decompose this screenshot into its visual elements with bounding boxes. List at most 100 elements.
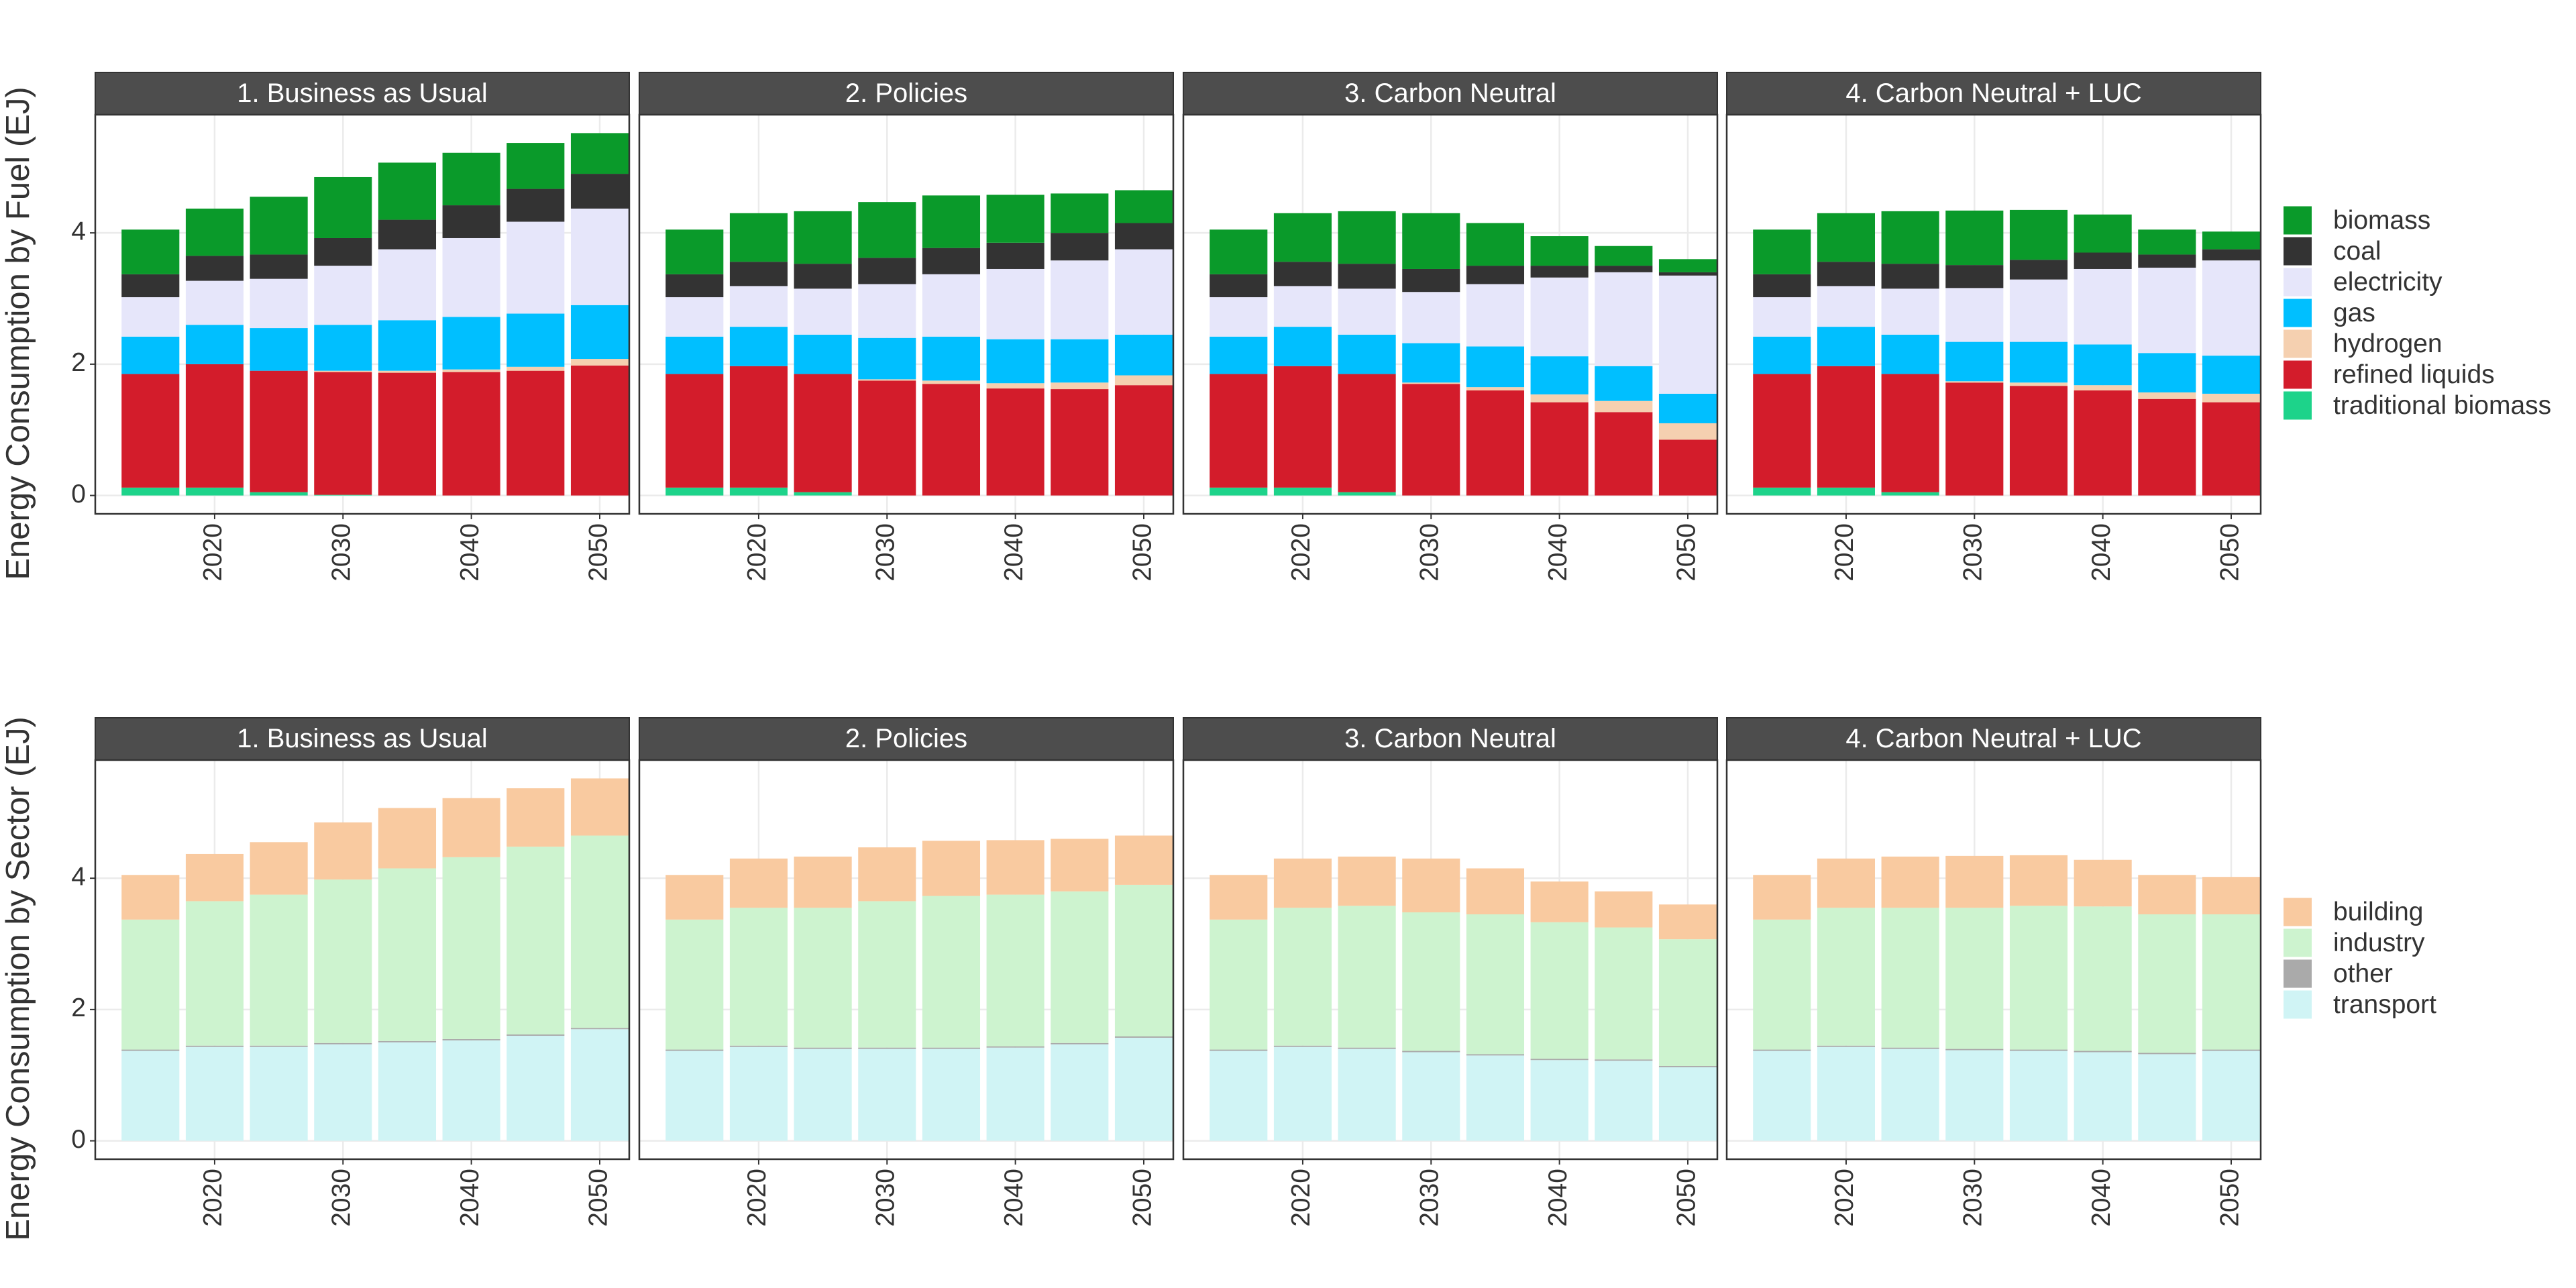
bar-segment	[729, 366, 788, 488]
bar-segment	[665, 1051, 724, 1141]
bar-segment	[1210, 1049, 1268, 1051]
bar-segment	[2202, 1049, 2261, 1051]
x-tick-label: 2030	[1415, 1169, 1444, 1227]
bar-segment	[378, 372, 437, 496]
bar-segment	[570, 778, 629, 836]
bar-segment	[986, 339, 1044, 384]
panel-border	[94, 113, 631, 515]
bar-segment	[794, 856, 852, 908]
x-tick-label: 2040	[1544, 1169, 1572, 1227]
bar-segment	[922, 841, 981, 896]
bar-segment	[1658, 1066, 1717, 1067]
bar-segment	[1466, 284, 1525, 347]
bar-segment	[2074, 344, 2132, 386]
bar-segment	[1210, 274, 1268, 298]
bar-segment	[1817, 487, 1876, 496]
bar-segment	[1753, 919, 1811, 1050]
y-tick-label: 2	[71, 348, 86, 377]
bar-segment	[1753, 1051, 1811, 1141]
bar-segment	[794, 334, 852, 374]
bar-segment	[986, 195, 1044, 243]
facet-title: 3. Carbon Neutral	[1344, 724, 1556, 753]
bar-segment	[570, 835, 629, 1028]
x-tick-label: 2030	[327, 523, 356, 582]
bar-segment	[121, 1049, 180, 1051]
bar-segment	[729, 908, 788, 1046]
bar-segment	[1658, 1067, 1717, 1141]
bar-segment	[1817, 366, 1876, 488]
bar-segment	[506, 1036, 565, 1141]
bar-segment	[570, 208, 629, 305]
bar-segment	[1945, 341, 2004, 382]
bar-segment	[922, 1047, 981, 1049]
bar-segment	[121, 229, 180, 274]
bar-segment	[1402, 912, 1460, 1051]
strip	[639, 717, 1174, 761]
bar-segment	[1273, 858, 1332, 908]
panel-border	[638, 759, 1175, 1161]
bar-segment	[2074, 1052, 2132, 1141]
bar-segment	[185, 853, 244, 902]
legend-label: hydrogen	[2333, 329, 2443, 358]
bar-segment	[506, 847, 565, 1035]
bar-segment	[858, 258, 916, 284]
bar-segment	[2202, 402, 2261, 496]
bar-segment	[506, 143, 565, 189]
bar-segment	[1881, 211, 1939, 264]
bar-segment	[1114, 884, 1173, 1036]
bar-segment	[250, 278, 308, 329]
bar-segment	[1273, 286, 1332, 327]
bar-segment	[1881, 492, 1939, 496]
bar-segment	[1945, 265, 2004, 288]
x-tick-label: 2050	[584, 523, 612, 582]
bar-segment	[2202, 260, 2261, 356]
bar-segment	[378, 219, 437, 250]
legend-key	[2284, 959, 2312, 988]
bar-segment	[2009, 279, 2068, 342]
bar-segment	[121, 487, 180, 496]
x-tick-label: 2030	[327, 1169, 356, 1227]
bar-segment	[1114, 375, 1173, 386]
strip	[95, 72, 630, 115]
bar-segment	[1466, 1054, 1525, 1056]
legend-key	[2284, 898, 2312, 926]
facet-title: 2. Policies	[845, 724, 967, 753]
bar-segment	[570, 359, 629, 366]
bar-segment	[1945, 381, 2004, 383]
x-tick-label: 2040	[455, 1169, 484, 1227]
bar-segment	[1466, 223, 1525, 266]
y-axis-label: Energy Consumption by Sector (EJ)	[0, 716, 36, 1241]
bar-segment	[2009, 386, 2068, 496]
bar-segment	[1210, 297, 1268, 337]
bar-segment	[1753, 336, 1811, 374]
bar-segment	[121, 1051, 180, 1141]
bar-segment	[314, 176, 372, 238]
bar-segment	[314, 1042, 372, 1044]
bar-segment	[1530, 1060, 1589, 1141]
bar-segment	[1210, 487, 1268, 496]
x-tick-label: 2020	[743, 523, 771, 582]
bar-segment	[729, 858, 788, 908]
bar-segment	[1210, 229, 1268, 274]
bar-segment	[1881, 1047, 1939, 1049]
bar-segment	[506, 1034, 565, 1036]
bar-segment	[858, 1047, 916, 1049]
bar-segment	[1402, 382, 1460, 384]
bar-segment	[858, 1049, 916, 1141]
bar-segment	[794, 1049, 852, 1141]
bar-segment	[1658, 259, 1717, 272]
bar-segment	[1530, 277, 1589, 357]
panel-border	[638, 113, 1175, 515]
bar-segment	[570, 174, 629, 209]
bar-segment	[729, 262, 788, 286]
bar-segment	[858, 901, 916, 1048]
bar-segment	[250, 197, 308, 255]
bar-segment	[250, 1046, 308, 1141]
bar-segment	[378, 370, 437, 373]
bar-segment	[1530, 266, 1589, 278]
bar-segment	[794, 288, 852, 335]
bar-segment	[250, 254, 308, 279]
bar-segment	[729, 327, 788, 366]
bar-segment	[378, 1040, 437, 1042]
bar-segment	[442, 317, 500, 370]
